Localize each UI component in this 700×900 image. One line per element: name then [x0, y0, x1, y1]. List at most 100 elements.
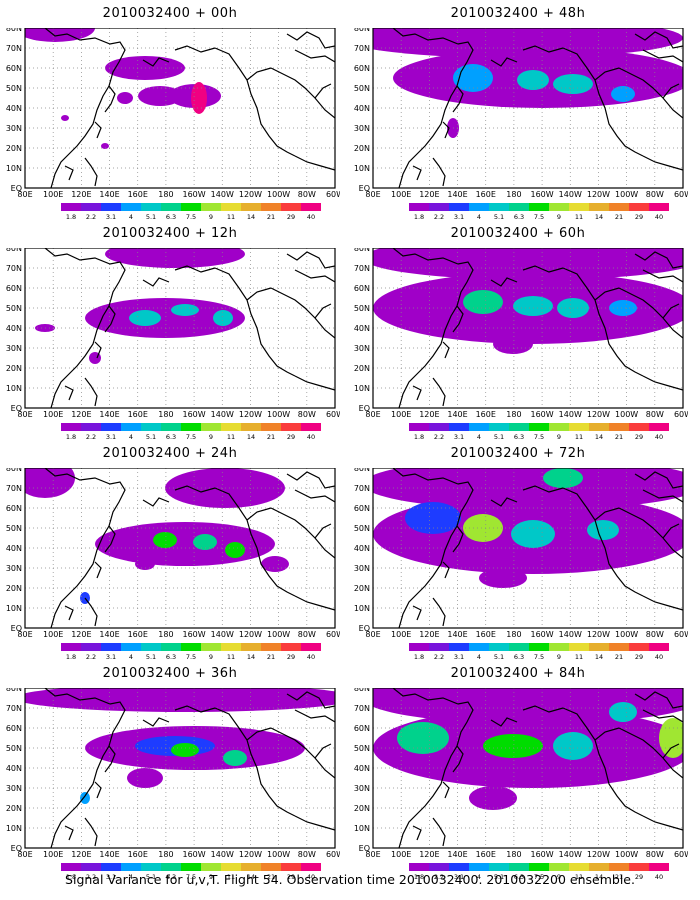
- colorbar-swatch: [261, 203, 281, 211]
- coastline: [44, 688, 126, 848]
- coastline: [392, 468, 474, 628]
- colorbar-label: 11: [227, 433, 235, 441]
- lon-label: 140E: [99, 190, 119, 199]
- colorbar-swatch: [201, 643, 221, 651]
- lat-label: 20N: [354, 584, 370, 593]
- colorbar-label: 9: [557, 213, 561, 221]
- lon-label: 120W: [239, 630, 262, 639]
- coastline: [94, 121, 102, 139]
- coastline: [432, 157, 446, 187]
- colorbar-swatch: [181, 203, 201, 211]
- figure-caption: Signal Variance for u,v,T. Flight 54. Ob…: [65, 872, 635, 887]
- colorbar-label: 5.1: [494, 873, 504, 881]
- colorbar-label: 40: [307, 433, 315, 441]
- colorbar-swatch: [161, 203, 181, 211]
- coastline: [642, 595, 683, 611]
- variance-contour: [95, 522, 275, 566]
- colorbar-swatch: [301, 863, 321, 871]
- coastline: [562, 47, 644, 157]
- colorbar-swatch: [181, 863, 201, 871]
- lat-label: 80N: [6, 468, 22, 473]
- colorbar-swatch: [549, 863, 569, 871]
- coastline: [294, 709, 335, 723]
- colorbar-swatch: [281, 863, 301, 871]
- coastline: [270, 507, 335, 559]
- coastline: [490, 57, 518, 67]
- colorbar-swatch: [201, 203, 221, 211]
- colorbar-swatch: [281, 423, 301, 431]
- lat-label: 20N: [6, 364, 22, 373]
- lat-label: 70N: [354, 484, 370, 493]
- lon-label: 100E: [391, 630, 411, 639]
- coastline: [634, 251, 683, 269]
- variance-contour: [493, 334, 533, 354]
- lat-label: 50N: [6, 84, 22, 93]
- coastline: [174, 705, 216, 713]
- variance-contour: [511, 520, 555, 548]
- colorbar-swatch: [569, 423, 589, 431]
- colorbar-swatch: [241, 863, 261, 871]
- lon-label: 140E: [447, 410, 467, 419]
- colorbar-label: 40: [655, 433, 663, 441]
- coastline: [642, 815, 683, 831]
- coastline: [142, 277, 170, 287]
- coastline: [562, 487, 644, 597]
- lon-label: 180: [506, 850, 521, 859]
- colorbar-swatch: [449, 423, 469, 431]
- lon-label: 180: [506, 630, 521, 639]
- colorbar-label: 9: [557, 873, 561, 881]
- colorbar-swatch: [409, 643, 429, 651]
- variance-contour: [138, 86, 182, 106]
- colorbar-label: 21: [615, 433, 623, 441]
- colorbar-label: 3.1: [106, 873, 116, 881]
- variance-contour: [101, 143, 109, 149]
- lon-label: 100E: [391, 410, 411, 419]
- colorbar-label: 1.8: [414, 873, 424, 881]
- colorbar-label: 2.2: [434, 653, 444, 661]
- map-panel: 2010032400 + 48h 80N 70N 60N 50N 40N 30N 20N 10N…: [353, 6, 688, 221]
- lat-label: EQ: [359, 624, 370, 633]
- colorbar-swatch: [649, 863, 669, 871]
- colorbar-label: 21: [615, 653, 623, 661]
- lat-label: EQ: [11, 844, 22, 853]
- colorbar-swatch: [629, 423, 649, 431]
- colorbar-label: 7.5: [186, 653, 196, 661]
- variance-contour: [135, 558, 155, 570]
- colorbar-label: 4: [477, 433, 481, 441]
- lat-label: 10N: [354, 384, 370, 393]
- coastline: [562, 707, 644, 817]
- coastline: [84, 817, 98, 847]
- lon-label: 160E: [128, 410, 148, 419]
- coastline: [286, 251, 335, 269]
- lat-label: 40N: [354, 764, 370, 773]
- coastline: [452, 85, 464, 113]
- coastline: [104, 85, 116, 113]
- coastline: [44, 468, 126, 628]
- lon-label: 60W: [326, 850, 340, 859]
- coastline: [84, 597, 98, 627]
- variance-contour: [611, 86, 635, 102]
- colorbar-swatch: [469, 863, 489, 871]
- colorbar-swatch: [529, 203, 549, 211]
- coastline: [442, 121, 450, 139]
- lon-label: 160W: [530, 850, 553, 859]
- lon-label: 60W: [674, 630, 688, 639]
- colorbar-label: 5.1: [146, 213, 156, 221]
- colorbar-label: 7.5: [534, 213, 544, 221]
- lon-label: 100W: [267, 190, 290, 199]
- colorbar-swatch: [81, 863, 101, 871]
- colorbar-swatch: [609, 203, 629, 211]
- lon-label: 140W: [559, 410, 582, 419]
- map-panel: 2010032400 + 72h 80N 70N 60N 50N 40N 30N 20N 10N…: [353, 446, 688, 661]
- coastline: [662, 303, 680, 319]
- colorbar-label: 21: [267, 653, 275, 661]
- lon-label: 60W: [326, 630, 340, 639]
- colorbar-label: 4: [129, 873, 133, 881]
- panel-title: 2010032400 + 48h: [450, 6, 586, 21]
- lon-label: 80W: [298, 630, 316, 639]
- lat-label: 50N: [354, 84, 370, 93]
- coastline: [94, 561, 102, 579]
